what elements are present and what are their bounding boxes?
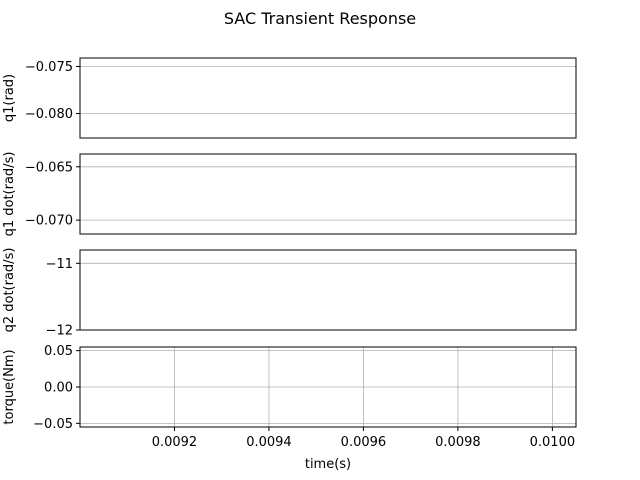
subplot-1: −0.075 −0.080 q1(rad) xyxy=(2,57,577,139)
subplots: −0.075 −0.080 q1(rad) −0.065 −0.070 q1 dot(ra… xyxy=(2,57,577,472)
ytick-label: −0.075 xyxy=(25,60,73,75)
xtick-label: 0.0100 xyxy=(530,435,576,450)
ytick-label: 0.00 xyxy=(44,381,73,396)
xtick-label: 0.0096 xyxy=(341,435,387,450)
xlabel: time(s) xyxy=(305,457,351,472)
figure-title: SAC Transient Response xyxy=(224,9,416,28)
xtick-label: 0.0094 xyxy=(246,435,292,450)
xtick-label: 0.0092 xyxy=(152,435,198,450)
subplot-3: −11 −12 q2 dot(rad/s) xyxy=(2,248,577,339)
xtick-label: 0.0098 xyxy=(435,435,481,450)
subplot-2: −0.065 −0.070 q1 dot(rad/s) xyxy=(2,152,577,237)
ylabel: q1 dot(rad/s) xyxy=(2,152,17,237)
ylabel: q2 dot(rad/s) xyxy=(2,248,17,333)
ytick-label: −0.065 xyxy=(25,160,73,175)
ytick-label: 0.05 xyxy=(44,344,73,359)
ytick-label: −0.05 xyxy=(33,417,73,432)
ylabel: q1(rad) xyxy=(2,74,17,122)
ylabel: torque(Nm) xyxy=(2,349,17,424)
axes-frame xyxy=(79,57,577,139)
ytick-label: −11 xyxy=(46,257,73,272)
ytick-label: −0.070 xyxy=(25,214,73,229)
ytick-label: −0.080 xyxy=(25,107,73,122)
ytick-label: −12 xyxy=(46,324,73,339)
axes-frame xyxy=(79,153,577,235)
axes-frame xyxy=(79,249,577,331)
subplot-4: 0.05 0.00 −0.05 0.0092 0.0094 0.0096 0.0098 0.0… xyxy=(2,344,577,472)
